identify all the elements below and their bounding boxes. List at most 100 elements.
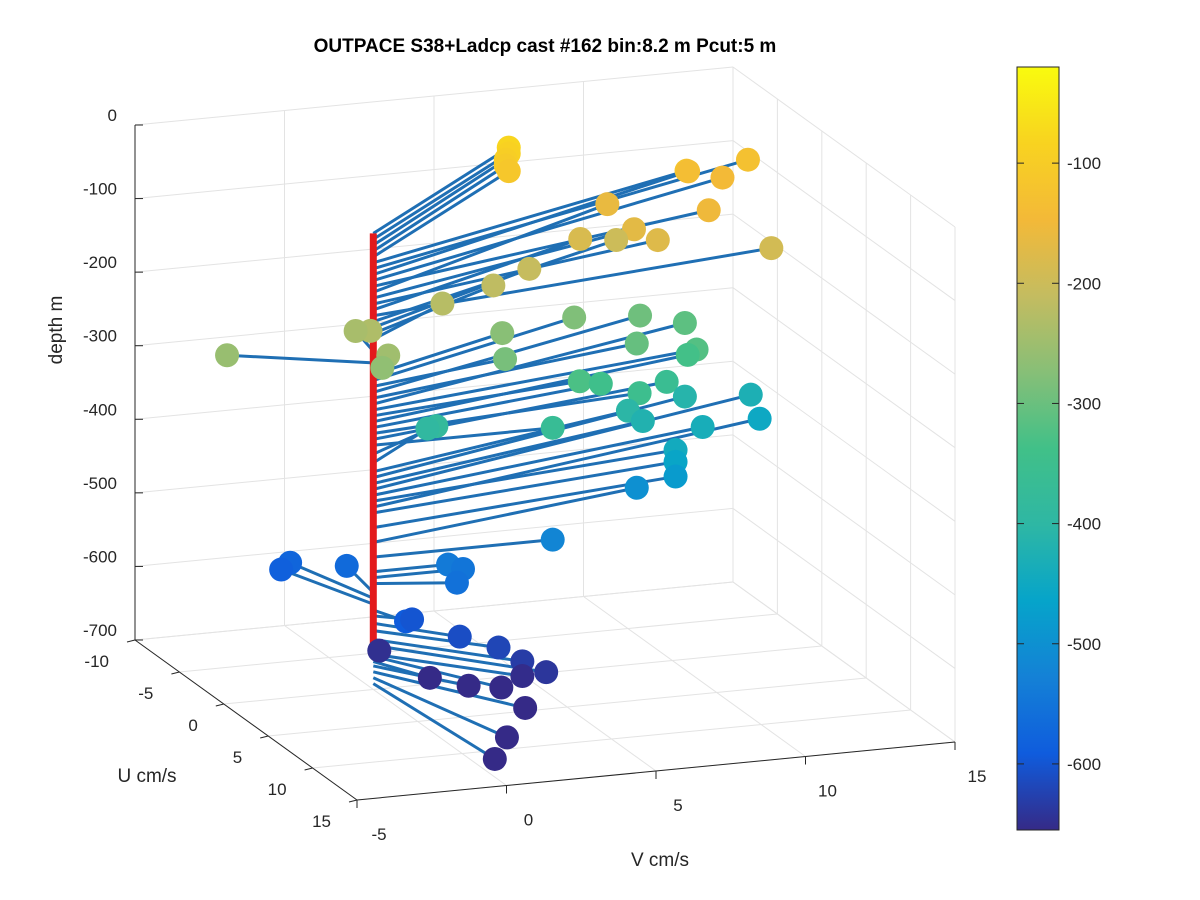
z-axis-label: depth m bbox=[46, 296, 67, 365]
velocity-stick bbox=[373, 382, 602, 430]
velocity-stick bbox=[373, 538, 553, 559]
x-tick-label: 5 bbox=[233, 748, 242, 767]
velocity-stick bbox=[372, 486, 638, 544]
data-point bbox=[628, 303, 653, 328]
data-point bbox=[517, 256, 542, 281]
velocity-stick bbox=[373, 448, 676, 503]
axes-grid bbox=[134, 66, 956, 801]
data-point bbox=[269, 557, 294, 582]
velocity-stick bbox=[372, 670, 526, 710]
velocity-stick bbox=[372, 176, 723, 282]
colorbar-tick-label: -400 bbox=[1067, 515, 1101, 534]
z-tick-label: -300 bbox=[83, 327, 117, 346]
velocity-stick bbox=[372, 353, 689, 424]
data-point bbox=[486, 635, 511, 660]
colorbar-ticks: -100 -200 -300 -400 -500 -600 bbox=[1017, 154, 1101, 774]
colorbar-gradient bbox=[1016, 66, 1060, 831]
data-point bbox=[676, 159, 701, 184]
y-axis-label: V cm/s bbox=[631, 850, 689, 871]
grid-line bbox=[134, 507, 734, 567]
data-point bbox=[588, 371, 613, 396]
data-point bbox=[496, 159, 521, 184]
data-point bbox=[540, 415, 565, 440]
data-point bbox=[672, 310, 697, 335]
z-tick-label: -700 bbox=[83, 621, 117, 640]
x-tick-label: -10 bbox=[84, 652, 109, 671]
x-tick-label: 0 bbox=[188, 716, 197, 735]
x-tick-label: 15 bbox=[312, 812, 331, 831]
data-point bbox=[482, 746, 507, 771]
data-point bbox=[513, 695, 538, 720]
data-point bbox=[415, 416, 440, 441]
grid-line bbox=[134, 360, 734, 420]
velocity-stick bbox=[289, 561, 374, 600]
grid-line bbox=[732, 66, 956, 228]
x-axis-label: U cm/s bbox=[117, 766, 176, 787]
x-tick-mark bbox=[348, 799, 358, 803]
velocity-stick bbox=[373, 629, 499, 650]
data-point bbox=[663, 464, 688, 489]
velocity-stick bbox=[373, 460, 676, 515]
data-point bbox=[645, 228, 670, 253]
plot-area bbox=[215, 135, 784, 771]
data-point bbox=[672, 384, 697, 409]
velocity-stick bbox=[372, 208, 710, 288]
y-tick-label: 5 bbox=[673, 796, 682, 815]
x-tick-mark bbox=[126, 639, 136, 643]
grid-line bbox=[284, 625, 507, 786]
data-point bbox=[510, 664, 535, 689]
colorbar-tick-label: -100 bbox=[1067, 154, 1101, 173]
velocity-stick bbox=[372, 152, 510, 241]
velocity-stick bbox=[372, 302, 444, 341]
chart-title: OUTPACE S38+Ladcp cast #162 bin:8.2 m Pc… bbox=[314, 36, 777, 57]
velocity-stick bbox=[372, 169, 687, 265]
x-tick-mark bbox=[260, 735, 269, 739]
velocity-stick bbox=[372, 237, 581, 312]
colorbar-tick-label: -600 bbox=[1067, 755, 1101, 774]
grid-line bbox=[732, 581, 956, 743]
data-point bbox=[624, 475, 649, 500]
grid-line bbox=[134, 140, 734, 200]
x-tick-mark bbox=[215, 703, 224, 707]
data-point bbox=[654, 369, 679, 394]
velocity-stick bbox=[372, 164, 507, 253]
data-point bbox=[595, 192, 620, 217]
data-point bbox=[430, 291, 455, 316]
data-point bbox=[493, 347, 518, 372]
velocity-stick bbox=[372, 425, 703, 497]
grid-line bbox=[134, 66, 734, 126]
data-point bbox=[604, 227, 629, 252]
data-point bbox=[735, 147, 760, 172]
velocity-stick bbox=[372, 331, 503, 377]
velocity-stick bbox=[372, 158, 507, 247]
data-point bbox=[447, 624, 472, 649]
y-tick-label: 0 bbox=[524, 811, 533, 830]
data-point bbox=[568, 226, 593, 251]
x-tick-label: -5 bbox=[138, 684, 153, 703]
velocity-stick bbox=[372, 682, 496, 761]
velocity-stick bbox=[373, 652, 523, 678]
data-point bbox=[567, 369, 592, 394]
y-tick-label: 10 bbox=[818, 782, 837, 801]
velocity-stick bbox=[372, 146, 510, 235]
data-point bbox=[624, 331, 649, 356]
z-tick-label: -500 bbox=[83, 474, 117, 493]
colorbar-tick-label: -200 bbox=[1067, 274, 1101, 293]
colorbar-tick-label: -500 bbox=[1067, 635, 1101, 654]
data-point bbox=[334, 553, 359, 578]
data-point bbox=[343, 319, 368, 344]
grid-line bbox=[732, 140, 956, 301]
velocity-stick bbox=[372, 202, 608, 294]
data-point bbox=[456, 673, 481, 698]
grid-line bbox=[732, 434, 956, 596]
velocity-stick bbox=[226, 353, 374, 365]
colorbar: -100 -200 -300 -400 -500 -600 bbox=[1016, 66, 1101, 831]
data-point bbox=[747, 406, 772, 431]
data-point bbox=[490, 321, 515, 346]
x-tick-label: 10 bbox=[268, 780, 287, 799]
data-point bbox=[627, 381, 652, 406]
data-point bbox=[738, 382, 763, 407]
grid-line bbox=[583, 596, 806, 757]
velocity-stick bbox=[373, 563, 449, 574]
data-point bbox=[215, 343, 240, 368]
